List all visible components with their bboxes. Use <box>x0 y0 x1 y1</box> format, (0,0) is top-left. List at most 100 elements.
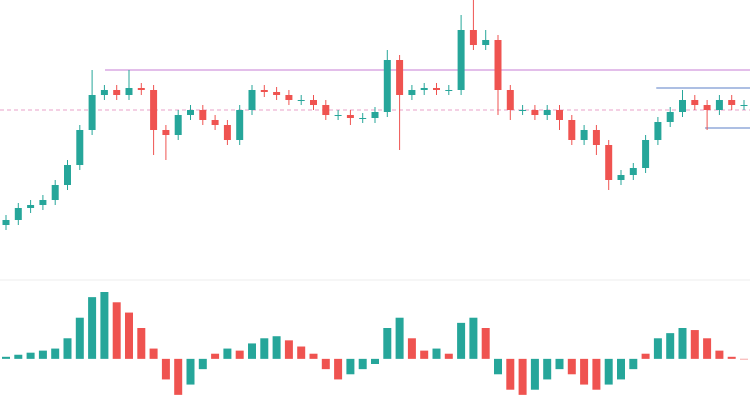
candle-body <box>556 110 563 120</box>
histogram-bar <box>666 333 675 359</box>
histogram-bar <box>63 338 72 359</box>
candle-body <box>433 88 440 90</box>
histogram-bar <box>161 358 170 380</box>
candle-body <box>494 40 502 90</box>
histogram-bar <box>371 358 379 364</box>
histogram-bar <box>297 346 306 359</box>
candle-body <box>187 110 194 115</box>
histogram-bar <box>395 317 404 359</box>
histogram-bar <box>14 354 23 359</box>
histogram-bar <box>125 312 133 359</box>
candle-body <box>199 110 207 120</box>
candle-body <box>408 90 416 95</box>
histogram-bar <box>604 358 613 385</box>
histogram-bar <box>617 358 625 380</box>
histogram-bar <box>481 328 490 359</box>
histogram-bar <box>580 358 589 385</box>
candle-body <box>605 145 613 180</box>
histogram-bar <box>260 338 269 359</box>
candle-body <box>137 88 145 90</box>
candle-body <box>457 30 465 90</box>
histogram-bar <box>346 358 355 375</box>
candle-body <box>260 90 268 92</box>
candle-body <box>310 100 317 105</box>
candle-body <box>519 110 527 111</box>
candle-body <box>740 105 748 106</box>
candle-body <box>506 90 514 110</box>
histogram-bar <box>198 358 207 370</box>
candle-body <box>88 95 96 130</box>
candle-body <box>531 110 539 115</box>
candle-body <box>420 88 428 90</box>
histogram-bar <box>740 358 748 360</box>
histogram-bar <box>555 358 564 370</box>
candle-body <box>64 165 71 185</box>
histogram-bar <box>629 358 638 370</box>
candle-body <box>703 105 711 110</box>
histogram-bar <box>88 297 97 359</box>
histogram-bar <box>75 317 84 359</box>
histogram-bar <box>51 348 60 359</box>
candle-body <box>469 30 477 45</box>
candle-body <box>125 88 133 95</box>
histogram-bar <box>432 348 441 359</box>
candle-body <box>543 110 551 115</box>
histogram-bar <box>518 358 527 395</box>
candle-body <box>679 100 686 112</box>
candle-body <box>728 100 736 105</box>
histogram-bar <box>38 350 47 359</box>
candle-body <box>174 115 182 135</box>
histogram-bar <box>543 358 552 380</box>
histogram-bar <box>26 352 35 359</box>
histogram-bar <box>457 322 466 359</box>
histogram-bar <box>100 292 109 359</box>
histogram-bar <box>469 317 478 359</box>
candle-body <box>223 125 231 140</box>
candle-body <box>691 100 699 105</box>
candle-body <box>285 95 293 100</box>
histogram-bar <box>186 358 195 385</box>
candle-body <box>322 105 330 115</box>
histogram-bar <box>358 358 367 370</box>
histogram-bar <box>444 353 453 359</box>
histogram-bar <box>690 330 699 359</box>
histogram-bar <box>494 358 502 375</box>
histogram-bar <box>334 358 343 380</box>
candle-body <box>334 115 342 116</box>
candle-body <box>642 140 650 168</box>
candle-body <box>617 175 625 180</box>
histogram-bar <box>641 353 650 359</box>
candle-body <box>580 130 588 140</box>
histogram-bar <box>567 358 576 375</box>
candle-body <box>383 60 391 112</box>
histogram-bar <box>174 358 183 395</box>
candle-body <box>162 130 170 135</box>
candle-body <box>14 208 22 220</box>
candle-body <box>654 122 662 140</box>
histogram-bar <box>112 302 121 359</box>
candle-body <box>359 118 367 119</box>
candle-body <box>211 120 219 125</box>
candle-body <box>51 185 59 200</box>
histogram-bar <box>248 343 256 359</box>
candle-body <box>568 120 576 140</box>
histogram-bar <box>678 328 687 359</box>
candle-body <box>39 200 47 205</box>
candle-body <box>76 130 84 165</box>
candle-body <box>445 90 453 91</box>
histogram-bar <box>703 338 712 359</box>
histogram-bar <box>211 353 220 359</box>
histogram-bar <box>383 328 392 359</box>
candle-body <box>396 60 404 95</box>
histogram-bar <box>506 358 515 390</box>
histogram-bar <box>653 338 662 359</box>
histogram-bar <box>284 340 293 359</box>
candle-body <box>666 112 674 122</box>
histogram-bar <box>137 328 146 359</box>
histogram-bar <box>2 356 10 359</box>
histogram-bar <box>592 358 601 390</box>
histogram-bar <box>407 338 416 359</box>
candle-body <box>371 112 379 118</box>
